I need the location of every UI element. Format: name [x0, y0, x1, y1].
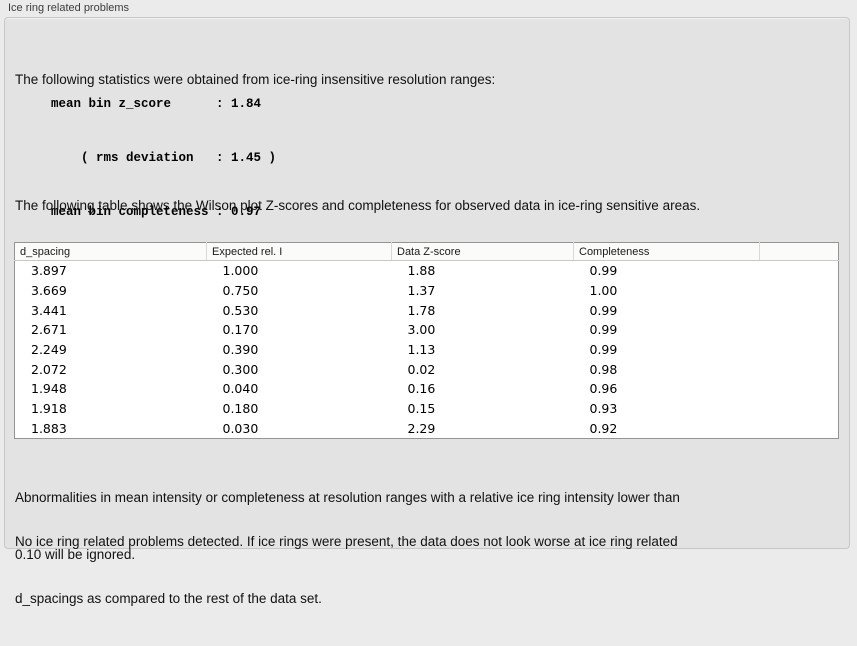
panel-title: Ice ring related problems — [8, 2, 130, 14]
table-row[interactable]: 2.072 0.300 0.02 0.98 — [15, 359, 839, 379]
cell-d-spacing: 2.072 — [31, 361, 67, 377]
header-filler — [759, 242, 839, 261]
table-row[interactable]: 1.883 0.030 2.29 0.92 — [15, 419, 839, 439]
cell-d-spacing: 3.669 — [31, 283, 67, 299]
cell-data-z-score: 0.15 — [407, 401, 436, 417]
table-row[interactable]: 1.918 0.180 0.15 0.93 — [15, 399, 839, 419]
cell-completeness: 0.93 — [589, 401, 618, 417]
table-row[interactable]: 3.441 0.530 1.78 0.99 — [15, 300, 839, 320]
cell-expected-rel-i: 0.170 — [222, 322, 259, 338]
ice-ring-panel: { "panel": { "title": "Ice ring related … — [4, 2, 850, 606]
text-line: Abnormalities in mean intensity or compl… — [15, 490, 680, 505]
cell-filler — [760, 300, 839, 320]
stats-intro: The following statistics were obtained f… — [15, 32, 495, 127]
cell-data-z-score: 3.00 — [407, 322, 436, 338]
ice-ring-table: d_spacing Expected rel. I Data Z-score C… — [14, 242, 839, 440]
cell-data-z-score: 1.37 — [407, 283, 436, 299]
cell-filler — [760, 359, 839, 379]
cell-d-spacing: 1.883 — [31, 420, 67, 436]
cell-expected-rel-i: 1.000 — [222, 263, 259, 279]
text-line: No ice ring related problems detected. I… — [15, 534, 678, 549]
cell-data-z-score: 1.88 — [407, 263, 436, 279]
header-expected-rel-i: Expected rel. I — [206, 242, 392, 261]
cell-d-spacing: 3.897 — [31, 263, 67, 279]
stats-line-zscore-rms: ( rms deviation : 1.45 ) — [51, 151, 277, 165]
cell-expected-rel-i: 0.030 — [222, 420, 259, 436]
cell-data-z-score: 0.02 — [407, 361, 436, 377]
cell-filler — [760, 340, 839, 360]
group-box: The following statistics were obtained f… — [4, 17, 850, 606]
cell-completeness: 0.99 — [589, 263, 618, 279]
cell-filler — [760, 379, 839, 399]
cell-filler — [760, 320, 839, 340]
cell-d-spacing: 1.948 — [31, 381, 67, 397]
cell-completeness: 0.99 — [589, 342, 618, 358]
cell-filler — [760, 399, 839, 419]
table-row[interactable]: 3.669 0.750 1.37 1.00 — [15, 281, 839, 301]
cell-completeness: 0.96 — [589, 381, 618, 397]
cell-expected-rel-i: 0.750 — [222, 283, 259, 299]
cell-completeness: 0.99 — [589, 322, 618, 338]
text-line: The following statistics were obtained f… — [15, 72, 496, 87]
cell-expected-rel-i: 0.530 — [222, 302, 259, 318]
stats-line-completeness: mean bin completeness : 0.97 — [51, 205, 262, 219]
cell-d-spacing: 2.671 — [31, 322, 67, 338]
cell-completeness: 0.99 — [589, 302, 618, 318]
header-d-spacing: d_spacing — [14, 242, 207, 261]
cell-filler — [760, 419, 839, 439]
cell-data-z-score: 0.16 — [407, 381, 436, 397]
table-row[interactable]: 3.897 1.000 1.88 0.99 — [15, 261, 839, 281]
cell-d-spacing: 1.918 — [31, 401, 67, 417]
cell-d-spacing: 3.441 — [31, 302, 67, 318]
cell-expected-rel-i: 0.040 — [222, 381, 259, 397]
cell-completeness: 0.98 — [589, 361, 618, 377]
cell-data-z-score: 1.13 — [407, 342, 436, 358]
cell-expected-rel-i: 0.390 — [222, 342, 259, 358]
cell-data-z-score: 2.29 — [407, 420, 436, 436]
cell-data-z-score: 1.78 — [407, 302, 436, 318]
table-header-row: d_spacing Expected rel. I Data Z-score C… — [14, 242, 839, 261]
header-completeness: Completeness — [573, 242, 760, 261]
cell-d-spacing: 2.249 — [31, 342, 67, 358]
table-row[interactable]: 2.249 0.390 1.13 0.99 — [15, 340, 839, 360]
cell-filler — [760, 261, 839, 281]
table-row[interactable]: 2.671 0.170 3.00 0.99 — [15, 320, 839, 340]
text-line: d_spacings as compared to the rest of th… — [15, 591, 322, 606]
cell-expected-rel-i: 0.300 — [222, 361, 259, 377]
table-row[interactable]: 1.948 0.040 0.16 0.96 — [15, 379, 839, 399]
stats-line-zscore: mean bin z_score : 1.84 — [51, 97, 262, 111]
cell-filler — [760, 281, 839, 301]
cell-completeness: 0.92 — [589, 420, 618, 436]
text-line: The following table shows the Wilson plo… — [15, 198, 701, 213]
cell-expected-rel-i: 0.180 — [222, 401, 259, 417]
note-conclusion: No ice ring related problems detected. I… — [15, 494, 678, 646]
header-data-z-score: Data Z-score — [391, 242, 574, 261]
cell-completeness: 1.00 — [589, 283, 618, 299]
